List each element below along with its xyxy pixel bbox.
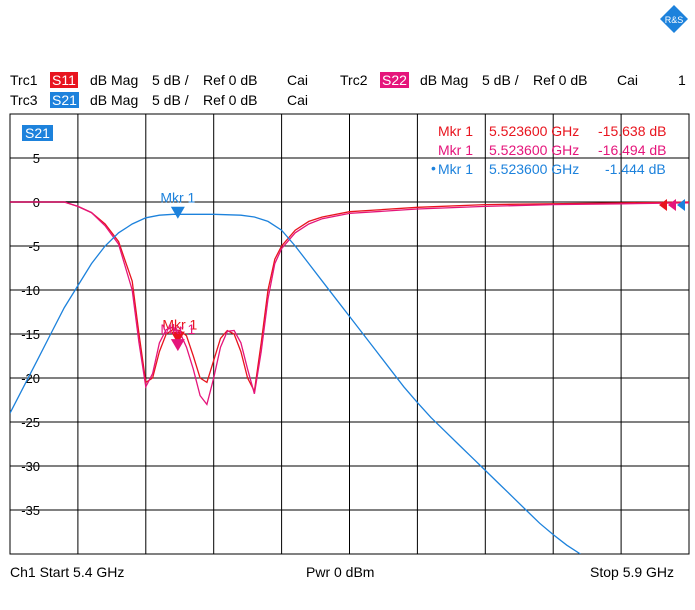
grid — [9, 113, 690, 555]
start-frequency[interactable]: Ch1 Start 5.4 GHz — [10, 564, 125, 580]
trace-name-trc2[interactable]: Trc2 — [340, 72, 368, 88]
y-tick-label: -15 — [21, 327, 40, 342]
trace-name-trc1[interactable]: Trc1 — [10, 72, 38, 88]
trace-line-s11 — [10, 201, 689, 394]
marker-freq: 5.523600 GHz — [489, 142, 580, 158]
svg-text:R&S: R&S — [665, 15, 684, 25]
trace-line-s22 — [10, 201, 689, 406]
y-tick-label: -35 — [21, 503, 40, 518]
y-tick-label: -10 — [21, 283, 40, 298]
marker-label: Mkr 1 — [160, 321, 195, 337]
stop-frequency[interactable]: Stop 5.9 GHz — [590, 564, 675, 580]
trace-cal: Cai — [617, 72, 639, 88]
marker-triangle-s22 — [170, 339, 185, 352]
active-trace-label[interactable]: S21 — [22, 125, 53, 141]
trace-format: dB Mag — [90, 72, 139, 88]
active-marker-dot-icon: • — [431, 160, 436, 176]
marker-triangle-s11 — [170, 331, 185, 344]
trace-scale: 5 dB / — [152, 72, 189, 88]
y-tick-label: -25 — [21, 415, 40, 430]
y-tick-labels: 50-5-10-15-20-25-30-35 — [21, 151, 40, 518]
trace-format: dB Mag — [90, 92, 139, 108]
trace-param-badge-s22[interactable]: S22 — [380, 72, 409, 88]
rs-logo-icon: R&S — [660, 5, 688, 33]
marker-label: Mkr 1 — [162, 317, 197, 333]
trace-cal: Cai — [287, 72, 309, 88]
channel-number: 1 — [678, 72, 686, 88]
marker-value: -15.638 dB — [598, 123, 667, 139]
marker-freq: 5.523600 GHz — [489, 123, 580, 139]
marker-name: Mkr 1 — [438, 123, 473, 139]
trace-param-badge-s21[interactable]: S21 — [50, 92, 79, 108]
reference-arrow-icon — [677, 199, 685, 211]
trace-ref: Ref 0 dB — [203, 72, 258, 88]
reference-arrow-icon — [659, 199, 667, 211]
traces — [10, 201, 689, 554]
marker-name: Mkr 1 — [438, 142, 473, 158]
reference-arrow-icon — [668, 199, 676, 211]
y-tick-label: -5 — [28, 239, 40, 254]
marker-name: Mkr 1 — [438, 161, 473, 177]
marker-label: Mkr 1 — [160, 190, 195, 206]
marker-freq: 5.523600 GHz — [489, 161, 580, 177]
trace-name-trc3[interactable]: Trc3 — [10, 92, 38, 108]
power-level[interactable]: Pwr 0 dBm — [306, 564, 375, 580]
marker-value: -1.444 dB — [605, 161, 666, 177]
trace-scale: 5 dB / — [152, 92, 189, 108]
trace-cal: Cai — [287, 92, 309, 108]
trace-ref: Ref 0 dB — [533, 72, 588, 88]
marker-value: -16.494 dB — [598, 142, 667, 158]
trace-scale: 5 dB / — [482, 72, 519, 88]
trace-line-s21 — [10, 213, 581, 554]
marker-triangle-s21 — [170, 206, 185, 219]
y-tick-label: -30 — [21, 459, 40, 474]
trace-param-badge-s11[interactable]: S11 — [50, 72, 78, 88]
trace-ref: Ref 0 dB — [203, 92, 258, 108]
trace-format: dB Mag — [420, 72, 469, 88]
y-tick-label: 5 — [33, 151, 40, 166]
